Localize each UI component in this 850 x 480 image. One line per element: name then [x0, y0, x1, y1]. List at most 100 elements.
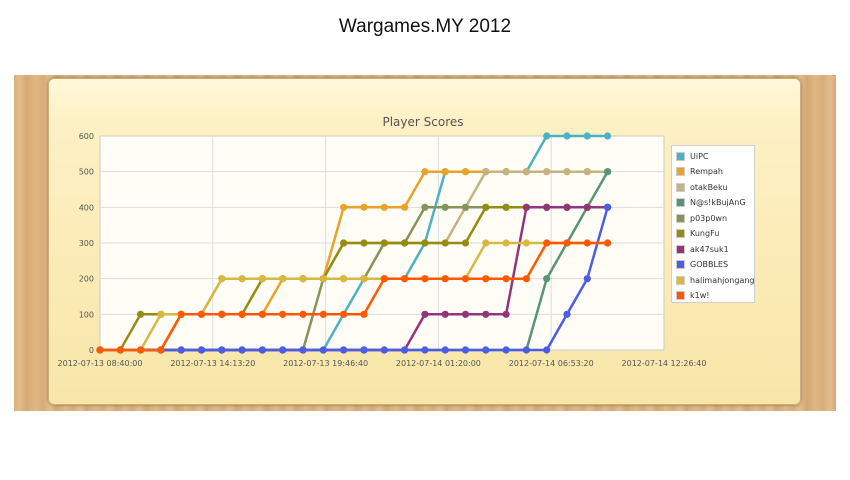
data-point	[543, 346, 551, 354]
data-point	[421, 346, 429, 354]
data-point	[563, 203, 571, 211]
legend-swatch	[676, 182, 685, 192]
data-point	[238, 346, 246, 354]
legend-item: GOBBLES	[676, 259, 728, 271]
data-point	[157, 346, 165, 354]
x-tick-label: 2012-07-13 14:13:20	[170, 359, 255, 368]
legend-label: UiPC	[690, 151, 709, 161]
data-point	[380, 203, 388, 211]
series-k1w!	[96, 239, 612, 354]
data-point	[238, 275, 246, 283]
data-point	[543, 203, 551, 211]
data-point	[543, 275, 551, 283]
data-point	[177, 346, 185, 354]
data-point	[461, 168, 470, 176]
x-tick-label: 2012-07-14 06:53:20	[509, 359, 594, 368]
legend-item: ak47suk1	[676, 243, 729, 255]
legend-swatch	[676, 244, 685, 254]
legend-label: p03p0wn	[690, 213, 728, 223]
page-title: Wargames.MY 2012	[338, 16, 512, 37]
data-point	[583, 203, 591, 211]
data-point	[299, 346, 307, 354]
data-point	[360, 310, 368, 318]
legend-label: GOBBLES	[690, 260, 729, 269]
data-point	[340, 275, 348, 283]
data-point	[137, 346, 145, 354]
legend-swatch	[676, 291, 685, 300]
data-point	[197, 310, 206, 318]
legend-swatch	[676, 151, 685, 161]
data-point	[340, 346, 348, 354]
y-tick-label: 200	[79, 275, 94, 284]
y-tick-label: 300	[79, 239, 94, 248]
data-point	[502, 168, 510, 176]
data-point	[502, 346, 510, 354]
legend-label: Rempah	[690, 167, 723, 176]
data-point	[218, 310, 226, 318]
data-point	[421, 203, 429, 211]
data-point	[461, 346, 470, 354]
y-tick-label: 400	[79, 203, 94, 212]
data-point	[502, 203, 510, 211]
legend-label: ak47suk1	[690, 244, 729, 254]
data-point	[604, 168, 612, 176]
legend-swatch	[676, 167, 685, 176]
data-point	[441, 275, 449, 283]
data-point	[319, 275, 327, 283]
data-point	[502, 275, 510, 283]
legend-swatch	[676, 213, 685, 223]
data-point	[461, 203, 470, 211]
data-point	[401, 275, 409, 283]
data-point	[522, 239, 531, 247]
data-point	[218, 275, 226, 283]
data-point	[340, 203, 348, 211]
data-point	[482, 239, 490, 247]
data-point	[522, 346, 531, 354]
data-point	[319, 310, 327, 318]
data-point	[604, 239, 612, 247]
data-point	[258, 346, 266, 354]
data-point	[583, 275, 591, 283]
data-point	[258, 275, 266, 283]
data-point	[421, 275, 429, 283]
legend-item: p03p0wn	[676, 212, 727, 224]
data-point	[197, 346, 206, 354]
legend-swatch	[676, 198, 685, 207]
data-point	[522, 203, 531, 211]
data-point	[299, 310, 307, 318]
data-point	[401, 203, 409, 211]
data-point	[380, 346, 388, 354]
data-point	[401, 239, 409, 247]
legend-item: UiPC	[676, 150, 709, 162]
data-point	[360, 346, 368, 354]
data-point	[482, 310, 490, 318]
data-point	[279, 346, 287, 354]
y-tick-label: 0	[89, 346, 94, 355]
data-point	[177, 310, 185, 318]
legend-label: k1w!	[690, 291, 710, 300]
data-point	[299, 275, 307, 283]
data-point	[421, 310, 429, 318]
data-point	[319, 346, 327, 354]
data-point	[380, 239, 388, 247]
data-point	[461, 239, 470, 247]
data-point	[401, 346, 409, 354]
legend-swatch	[676, 275, 685, 285]
data-point	[340, 310, 348, 318]
x-tick-label: 2012-07-14 12:26:40	[622, 359, 707, 368]
data-point	[604, 132, 612, 140]
data-point	[421, 239, 429, 247]
data-point	[543, 168, 551, 176]
data-point	[441, 310, 449, 318]
data-point	[360, 203, 368, 211]
data-point	[96, 346, 104, 354]
data-point	[522, 275, 531, 283]
data-point	[543, 132, 551, 140]
legend-item: KungFu	[676, 228, 719, 240]
data-point	[360, 239, 368, 247]
data-point	[522, 168, 531, 176]
data-point	[563, 168, 571, 176]
data-point	[380, 275, 388, 283]
x-tick-label: 2012-07-13 08:40:00	[58, 359, 143, 368]
